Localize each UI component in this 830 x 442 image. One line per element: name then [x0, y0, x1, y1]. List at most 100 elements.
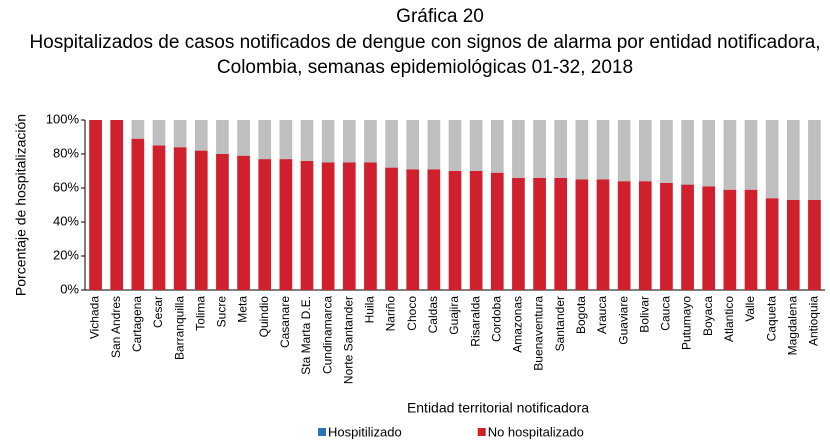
bar-segment — [702, 120, 716, 187]
x-tick-label: Valle — [743, 296, 757, 322]
bar-segment — [194, 150, 208, 290]
bar-segment — [300, 120, 314, 161]
x-tick-label: Vichada — [88, 296, 102, 339]
bar-segment — [427, 120, 441, 170]
y-axis-title: Porcentaje de hospitalización — [13, 114, 29, 296]
x-tick-label: Guaviare — [616, 296, 630, 345]
x-tick-label: Cordoba — [489, 296, 503, 342]
x-tick-label: Nariño — [384, 296, 398, 332]
bar-segment — [786, 120, 800, 200]
bar-segment — [385, 167, 398, 290]
chart-subtitle: Hospitalizados de casos notificados de d… — [29, 32, 821, 78]
x-tick-label: Caqueta — [764, 296, 778, 342]
bar-segment — [512, 120, 525, 178]
x-tick-label: Caldas — [426, 296, 440, 333]
bar-segment — [427, 169, 441, 290]
legend-label: No hospitalizado — [488, 424, 584, 439]
bar-segment — [469, 171, 483, 290]
bar-segment — [448, 171, 462, 290]
x-tick-label: Putumayo — [680, 296, 694, 350]
bar-segment — [575, 179, 589, 290]
x-tick-label: Norte Santander — [341, 296, 355, 384]
bar-segment — [660, 182, 673, 290]
x-tick-label: Sucre — [215, 296, 229, 328]
bar-segment — [342, 120, 356, 163]
bar-segment — [300, 160, 314, 290]
x-tick-label: Cauca — [659, 296, 673, 331]
bar-segment — [744, 120, 758, 190]
bar-segment — [617, 120, 631, 182]
legend-swatch — [477, 428, 486, 436]
x-tick-label: Atlantico — [722, 296, 736, 342]
x-axis-title: Entidad territorial notificadora — [407, 400, 589, 416]
bar-segment — [723, 120, 737, 190]
bar-segment — [702, 186, 716, 290]
bar-segment — [448, 120, 462, 171]
bar-segment — [342, 162, 356, 290]
bar-segment — [385, 120, 398, 168]
x-tick-label: Tolima — [193, 296, 207, 331]
legend-swatch — [318, 428, 326, 436]
bar-segment — [765, 198, 779, 290]
x-tick-label: Sta Marta D.E. — [299, 296, 313, 375]
bar-segment — [681, 120, 694, 185]
bar-segment — [596, 179, 610, 290]
x-tick-label: Buenaventura — [532, 296, 546, 371]
x-tick-label: Amazonas — [511, 296, 525, 353]
bar-segment — [554, 120, 568, 178]
bar-segment — [469, 120, 483, 171]
bar-segment — [131, 138, 145, 290]
x-tick-label: Choco — [405, 296, 419, 331]
bar-segment — [152, 120, 166, 146]
bar-segment — [617, 181, 631, 290]
x-tick-label: Arauca — [595, 296, 609, 334]
bar-segment — [638, 181, 652, 290]
x-tick-label: Cartagena — [130, 296, 144, 352]
bar-segment — [194, 120, 208, 151]
bar-segment — [237, 120, 250, 156]
x-tick-label: Antioquia — [807, 296, 821, 346]
bar-segment — [533, 177, 546, 290]
x-tick-label: Guajira — [447, 296, 461, 335]
bar-segment — [173, 120, 187, 148]
x-tick-label: Magdalena — [785, 296, 799, 356]
bar-segment — [364, 162, 377, 290]
bar-segment — [321, 120, 335, 163]
y-tick-label: 60% — [53, 179, 79, 194]
bar-segment — [808, 120, 821, 200]
x-tick-label: Bolivar — [637, 296, 651, 333]
bar-segment — [490, 120, 504, 173]
bar-segment — [808, 199, 821, 290]
x-tick-label: Quindio — [257, 296, 271, 338]
x-tick-label: Santander — [553, 296, 567, 351]
bar-segment — [596, 120, 610, 180]
bar-segment — [321, 162, 335, 290]
bar-segment — [681, 184, 694, 290]
bar-segment — [765, 120, 779, 199]
bar-segment — [216, 120, 229, 154]
x-tick-label: Bogota — [574, 296, 588, 334]
bar-segment — [173, 147, 187, 290]
x-tick-label: Risaralda — [468, 296, 482, 347]
bar-segment — [786, 199, 800, 290]
bar-segment — [490, 172, 504, 290]
x-tick-label: Casanare — [278, 296, 292, 348]
y-tick-label: 0% — [60, 281, 79, 296]
bar-segment — [575, 120, 589, 180]
bar-segment — [554, 177, 568, 290]
legend-label: Hospitilizado — [328, 424, 402, 439]
bar-segment — [131, 120, 145, 139]
bar-segment — [364, 120, 377, 163]
x-tick-label: San Andres — [109, 296, 123, 358]
bar-segment — [406, 120, 420, 170]
y-tick-label: 80% — [53, 145, 79, 160]
bar-segment — [638, 120, 652, 182]
bar-segment — [89, 120, 102, 290]
bar-segment — [723, 189, 737, 290]
bar-segment — [237, 155, 250, 290]
bar-segment — [258, 159, 272, 290]
bar-segment — [660, 120, 673, 183]
x-tick-label: Boyaca — [701, 296, 715, 336]
bar-segment — [110, 120, 124, 290]
